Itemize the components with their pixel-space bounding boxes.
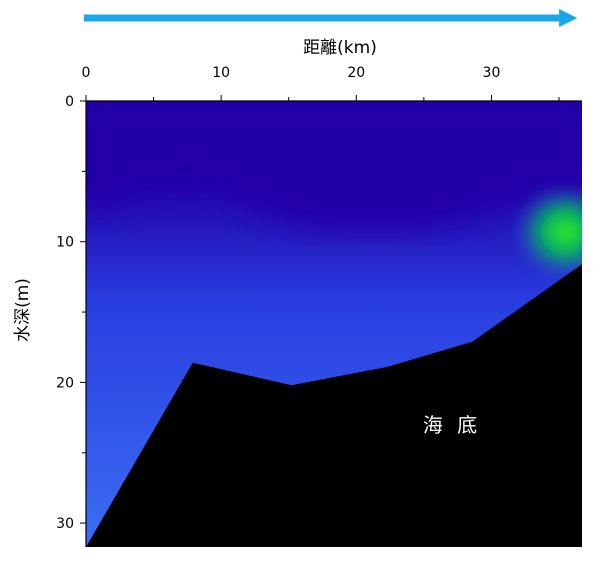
y-tick-label: 30 xyxy=(56,516,74,532)
y-tick-label: 20 xyxy=(56,375,74,391)
surface-water-layer xyxy=(86,101,582,232)
y-axis-title: 水深(m) xyxy=(13,278,33,342)
y-tick-label: 0 xyxy=(65,94,74,110)
x-axis-ticks: 0 10 20 30 xyxy=(82,65,560,101)
seabed-area xyxy=(86,264,582,547)
plot-area xyxy=(86,101,582,547)
seabed-label: 海 底 xyxy=(423,413,481,437)
x-axis-title: 距離(km) xyxy=(303,38,377,58)
y-axis-ticks: 0 10 20 30 xyxy=(56,94,86,532)
x-tick-label: 0 xyxy=(82,65,91,81)
high-value-region xyxy=(505,182,582,282)
x-tick-label: 10 xyxy=(212,65,230,81)
x-tick-label: 30 xyxy=(483,65,501,81)
y-tick-label: 10 xyxy=(56,235,74,251)
x-tick-label: 20 xyxy=(347,65,365,81)
